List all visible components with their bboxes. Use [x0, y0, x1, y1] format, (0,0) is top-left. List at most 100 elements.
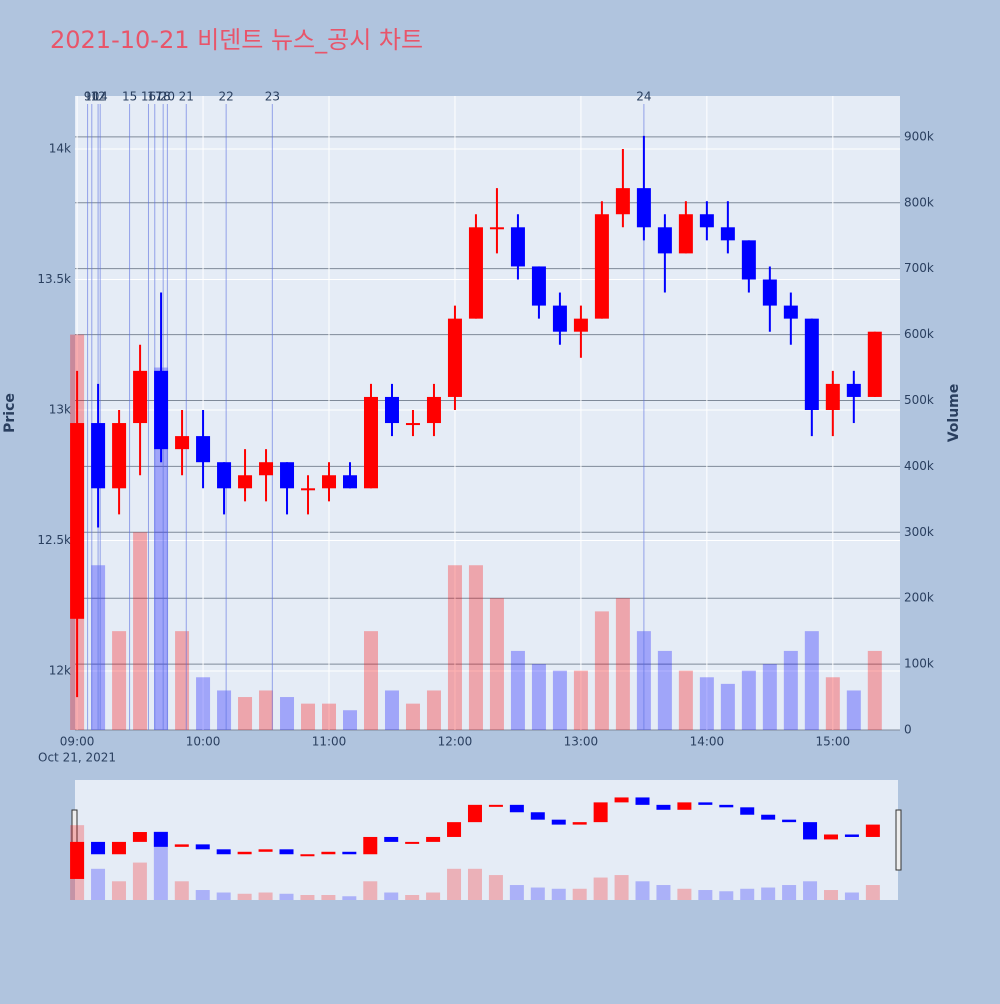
candle-body [196, 436, 211, 463]
slider-volume [91, 868, 106, 900]
slider-volume [300, 895, 315, 900]
slider-volume [865, 885, 880, 900]
y2-tick-label: 600k [904, 327, 934, 341]
candle-body [489, 227, 504, 230]
candle-body [91, 423, 106, 489]
y-tick-label: 12.5k [37, 533, 71, 547]
event-label: 14 [93, 90, 108, 104]
slider-candle [656, 804, 671, 810]
volume-bar [867, 650, 882, 730]
slider-volume [216, 892, 231, 900]
candle-body [846, 383, 861, 397]
slider-volume [384, 892, 399, 900]
slider-volume [823, 890, 838, 900]
slider-volume [844, 892, 859, 900]
volume-bar [720, 683, 735, 730]
candle-body [783, 305, 798, 319]
candle-body [301, 488, 316, 491]
slider-candle [447, 822, 462, 837]
slider-candle [91, 841, 106, 855]
candle-body [363, 396, 378, 489]
slider-volume [656, 885, 671, 900]
x-tick-label: 13:00 [564, 735, 599, 749]
slider-volume [614, 875, 629, 900]
slider-candle [740, 807, 755, 815]
candle-body [175, 436, 190, 450]
plot-area [75, 96, 900, 730]
volume-bar [762, 664, 777, 730]
volume-bar [846, 690, 861, 730]
volume-bar [363, 631, 378, 730]
slider-candle [111, 841, 126, 855]
range-slider [75, 780, 898, 900]
chart-title: 2021-10-21 비덴트 뉴스_공시 차트 [50, 26, 423, 54]
slider-volume [782, 885, 797, 900]
volume-bar [552, 670, 567, 730]
slider-volume [426, 892, 441, 900]
slider-candle [593, 802, 608, 823]
candle-body [238, 475, 253, 489]
candle-body [133, 370, 148, 424]
slider-volume [153, 831, 168, 900]
volume-bar [594, 611, 609, 730]
slider-candle [635, 797, 650, 805]
slider-candle [782, 819, 797, 823]
volume-bar [447, 565, 462, 730]
slider-volume [447, 868, 462, 900]
candle-body [552, 305, 567, 332]
volume-bar [384, 690, 399, 730]
candle-body [217, 462, 232, 489]
event-label: 17 [147, 90, 162, 104]
candle-body [280, 462, 295, 489]
y2-tick-label: 400k [904, 459, 934, 473]
candle-body [762, 279, 777, 306]
candle-body [384, 396, 399, 424]
volume-bar [531, 664, 546, 730]
slider-volume [467, 868, 482, 900]
event-label: 21 [179, 90, 194, 104]
candle-body [825, 383, 840, 410]
x-tick-label: 15:00 [816, 735, 851, 749]
candle-body [699, 214, 714, 228]
slider-handle[interactable] [895, 809, 902, 871]
slider-volume [803, 881, 818, 900]
y2-tick-label: 200k [904, 591, 934, 605]
y2-axis-title: Volume [946, 384, 962, 443]
candle-body [468, 227, 483, 319]
candle-body [636, 188, 651, 228]
candle-body [741, 240, 756, 280]
slider-volume [363, 881, 378, 900]
slider-volume [111, 881, 126, 900]
candle-body [112, 423, 127, 489]
slider-candle [70, 841, 85, 879]
slider-candle [279, 849, 294, 855]
slider-volume [174, 881, 189, 900]
y-axis-title: Price [2, 393, 18, 433]
candle-body [322, 475, 337, 489]
candle-body [426, 396, 441, 424]
y-tick-label: 13k [49, 402, 71, 416]
candle-body [615, 188, 630, 215]
slider-volume [677, 888, 692, 900]
slider-candle [572, 822, 587, 825]
volume-bar [175, 631, 190, 730]
volume-bar [468, 565, 483, 730]
slider-volume [698, 890, 713, 900]
slider-candle [719, 804, 734, 808]
x-tick-label: 10:00 [186, 735, 221, 749]
volume-bar [510, 650, 525, 730]
date-label: Oct 21, 2021 [38, 751, 116, 765]
event-label: 12 [90, 90, 105, 104]
slider-volume [740, 888, 755, 900]
slider-candle [153, 832, 168, 847]
slider-volume [195, 890, 210, 900]
candle-body [531, 266, 546, 306]
y2-tick-label: 300k [904, 525, 934, 539]
slider-volume [509, 885, 524, 900]
slider-candle [509, 804, 524, 813]
event-label: 9 [84, 90, 92, 104]
x-tick-label: 09:00 [60, 735, 95, 749]
event-label: 20 [160, 90, 175, 104]
slider-candle [426, 836, 441, 842]
slider-volume [321, 895, 336, 900]
